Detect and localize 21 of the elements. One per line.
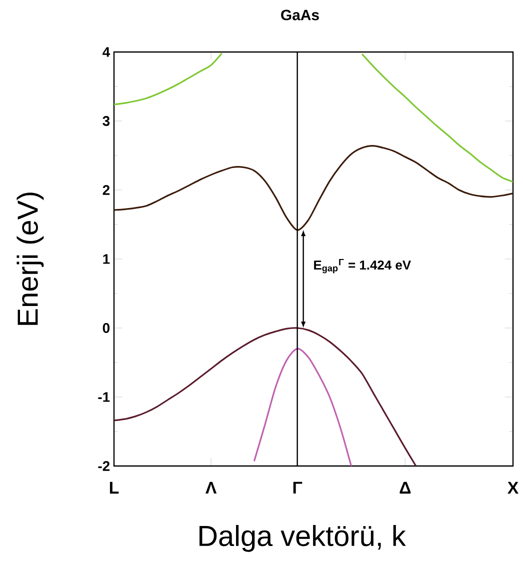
y-tick-label: 4	[102, 47, 110, 57]
x-axis-title: Dalga vektörü, k	[200, 524, 406, 552]
x-tick-label: Γ	[293, 482, 302, 494]
chart-title: GaAs	[281, 10, 319, 20]
line-series	[114, 327, 417, 466]
y-tick-label: -2	[98, 461, 110, 471]
y-tick-label: -1	[98, 392, 110, 402]
line-series	[114, 52, 223, 106]
line-series	[361, 53, 513, 183]
x-tick-label: Δ	[400, 482, 411, 494]
line-series	[253, 348, 352, 466]
annotation: E$_{gap}$$^{Γ}$ = 1.424 eV	[314, 258, 411, 274]
line-series	[114, 145, 513, 231]
y-tick-label: 1	[103, 254, 110, 264]
x-tick-label: Λ	[206, 482, 217, 494]
y-tick-label: 2	[102, 185, 110, 195]
y-tick-label: 3	[102, 116, 110, 126]
y-tick-label: 0	[102, 323, 110, 333]
y-axis-title: Enerji (eV)	[16, 192, 44, 325]
x-tick-label: X	[508, 482, 518, 494]
x-tick-label: L	[110, 482, 119, 494]
